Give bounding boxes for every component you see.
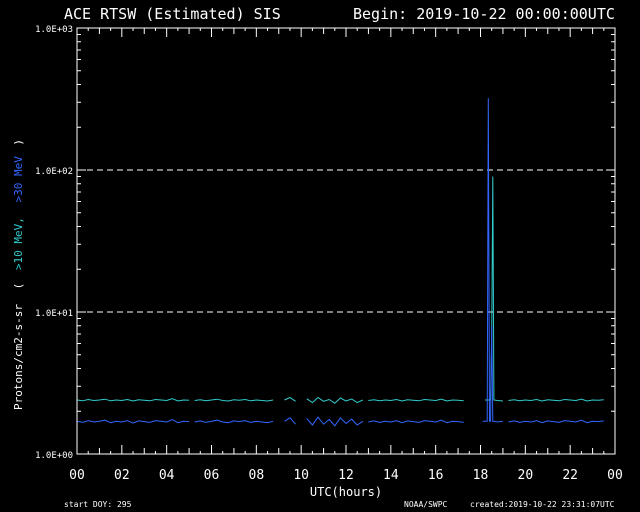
y-axis-close-paren: ) bbox=[12, 139, 25, 146]
y-axis-label: Protons/cm2-s-sr ( >10 MeV, >30 MeV ) bbox=[12, 139, 25, 410]
series-10mev-line bbox=[368, 398, 464, 402]
series-10mev-line bbox=[76, 398, 190, 402]
legend-10mev: >10 MeV, bbox=[12, 217, 25, 270]
series-10mev-line bbox=[508, 398, 604, 402]
legend-30mev: >30 MeV bbox=[12, 156, 25, 203]
series-30mev-line bbox=[284, 417, 296, 425]
series-30mev-line bbox=[368, 419, 464, 424]
x-tick-label: 22 bbox=[562, 468, 578, 483]
x-tick-label: 16 bbox=[428, 468, 444, 483]
x-tick-label: 00 bbox=[607, 468, 623, 483]
x-axis-label: UTC(hours) bbox=[310, 485, 382, 499]
x-tick-label: 18 bbox=[473, 468, 489, 483]
series-30mev-line bbox=[306, 416, 364, 427]
created-time: created:2019-10-22 23:31:07UTC bbox=[470, 500, 615, 509]
series-30mev-line bbox=[194, 419, 274, 424]
x-tick-label: 12 bbox=[338, 468, 354, 483]
y-tick-label: 1.0E+03 bbox=[35, 25, 73, 35]
tick-layer: 1.0E+00 1.0E+01 1.0E+02 1.0E+03 00 02 04 06 08 10… bbox=[35, 25, 623, 483]
series-10mev-line bbox=[306, 396, 364, 404]
y-tick-label: 1.0E+00 bbox=[35, 451, 73, 461]
series-30mev-line bbox=[508, 419, 604, 424]
grid-layer bbox=[77, 169, 615, 313]
x-tick-label: 20 bbox=[518, 468, 534, 483]
y-tick-label: 1.0E+01 bbox=[35, 309, 73, 319]
series-30mev-line bbox=[482, 98, 503, 423]
x-tick-label: 08 bbox=[249, 468, 265, 483]
series-30mev-line bbox=[76, 418, 190, 424]
series-10mev-line bbox=[284, 396, 296, 402]
x-tick-label: 06 bbox=[204, 468, 220, 483]
x-tick-label: 10 bbox=[293, 468, 309, 483]
chart-title: ACE RTSW (Estimated) SIS bbox=[64, 5, 281, 23]
x-tick-label: 14 bbox=[383, 468, 399, 483]
x-tick-label: 02 bbox=[114, 468, 130, 483]
begin-time: Begin: 2019-10-22 00:00:00UTC bbox=[353, 5, 615, 23]
y-axis-open-paren: ( bbox=[12, 283, 25, 290]
start-doy: start DOY: 295 bbox=[64, 500, 132, 509]
plot-frame bbox=[76, 27, 616, 455]
y-tick-label: 1.0E+02 bbox=[35, 167, 73, 177]
x-tick-label: 00 bbox=[69, 468, 85, 483]
source-label: NOAA/SWPC bbox=[404, 500, 448, 509]
x-tick-label: 04 bbox=[159, 468, 175, 483]
series-10mev-line bbox=[194, 398, 274, 402]
series-layer bbox=[76, 98, 604, 427]
y-axis-main: Protons/cm2-s-sr bbox=[12, 304, 25, 410]
